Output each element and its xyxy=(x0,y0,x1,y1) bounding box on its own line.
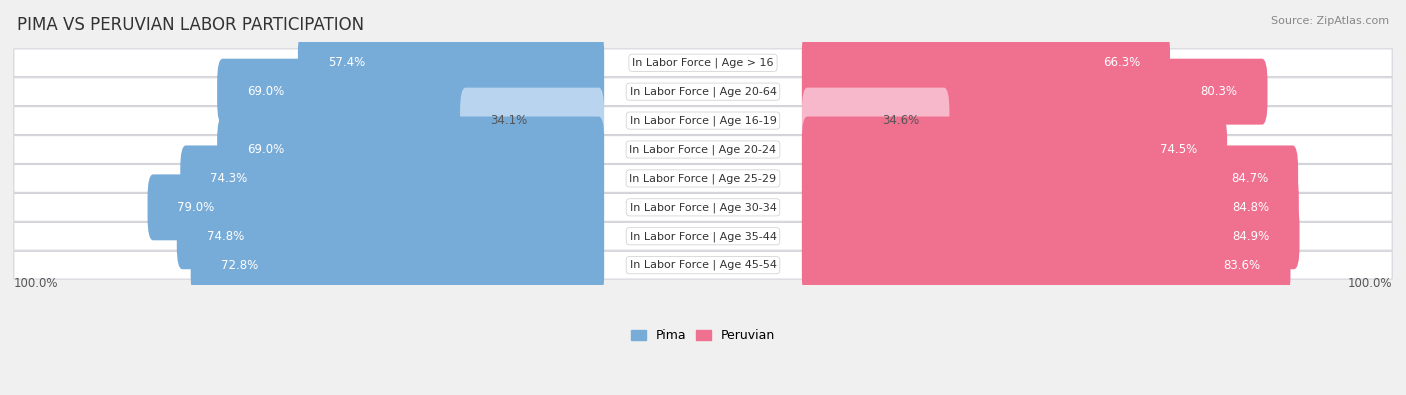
Text: Source: ZipAtlas.com: Source: ZipAtlas.com xyxy=(1271,16,1389,26)
Text: 100.0%: 100.0% xyxy=(14,278,59,290)
FancyBboxPatch shape xyxy=(191,232,605,298)
FancyBboxPatch shape xyxy=(14,165,1392,192)
Text: 100.0%: 100.0% xyxy=(1347,278,1392,290)
Text: 84.9%: 84.9% xyxy=(1232,230,1270,243)
Legend: Pima, Peruvian: Pima, Peruvian xyxy=(626,324,780,347)
FancyBboxPatch shape xyxy=(801,145,1298,211)
Text: 69.0%: 69.0% xyxy=(247,85,284,98)
Text: 80.3%: 80.3% xyxy=(1201,85,1237,98)
FancyBboxPatch shape xyxy=(14,194,1392,221)
FancyBboxPatch shape xyxy=(801,232,1291,298)
Text: 83.6%: 83.6% xyxy=(1223,259,1261,272)
Text: In Labor Force | Age 25-29: In Labor Force | Age 25-29 xyxy=(630,173,776,184)
FancyBboxPatch shape xyxy=(801,174,1299,240)
Text: 84.7%: 84.7% xyxy=(1230,172,1268,185)
FancyBboxPatch shape xyxy=(801,59,1267,125)
Text: 72.8%: 72.8% xyxy=(221,259,257,272)
Text: 79.0%: 79.0% xyxy=(177,201,215,214)
FancyBboxPatch shape xyxy=(801,88,949,154)
Text: 34.1%: 34.1% xyxy=(491,114,527,127)
FancyBboxPatch shape xyxy=(801,30,1170,96)
FancyBboxPatch shape xyxy=(14,78,1392,105)
FancyBboxPatch shape xyxy=(14,135,1392,164)
FancyBboxPatch shape xyxy=(14,251,1392,279)
FancyBboxPatch shape xyxy=(460,88,605,154)
Text: 74.3%: 74.3% xyxy=(209,172,247,185)
Text: In Labor Force | Age 45-54: In Labor Force | Age 45-54 xyxy=(630,260,776,271)
FancyBboxPatch shape xyxy=(180,145,605,211)
Text: In Labor Force | Age > 16: In Labor Force | Age > 16 xyxy=(633,58,773,68)
FancyBboxPatch shape xyxy=(801,117,1227,182)
Text: In Labor Force | Age 16-19: In Labor Force | Age 16-19 xyxy=(630,115,776,126)
Text: PIMA VS PERUVIAN LABOR PARTICIPATION: PIMA VS PERUVIAN LABOR PARTICIPATION xyxy=(17,16,364,34)
FancyBboxPatch shape xyxy=(177,203,605,269)
FancyBboxPatch shape xyxy=(217,117,605,182)
FancyBboxPatch shape xyxy=(298,30,605,96)
Text: 74.5%: 74.5% xyxy=(1160,143,1197,156)
Text: In Labor Force | Age 20-24: In Labor Force | Age 20-24 xyxy=(630,144,776,155)
FancyBboxPatch shape xyxy=(14,107,1392,134)
FancyBboxPatch shape xyxy=(14,222,1392,250)
Text: In Labor Force | Age 20-64: In Labor Force | Age 20-64 xyxy=(630,87,776,97)
FancyBboxPatch shape xyxy=(801,203,1299,269)
FancyBboxPatch shape xyxy=(14,49,1392,77)
Text: 57.4%: 57.4% xyxy=(328,56,366,69)
Text: 69.0%: 69.0% xyxy=(247,143,284,156)
Text: 66.3%: 66.3% xyxy=(1102,56,1140,69)
Text: 84.8%: 84.8% xyxy=(1232,201,1268,214)
FancyBboxPatch shape xyxy=(148,174,605,240)
Text: 34.6%: 34.6% xyxy=(882,114,920,127)
Text: 74.8%: 74.8% xyxy=(207,230,245,243)
Text: In Labor Force | Age 30-34: In Labor Force | Age 30-34 xyxy=(630,202,776,213)
FancyBboxPatch shape xyxy=(217,59,605,125)
Text: In Labor Force | Age 35-44: In Labor Force | Age 35-44 xyxy=(630,231,776,241)
